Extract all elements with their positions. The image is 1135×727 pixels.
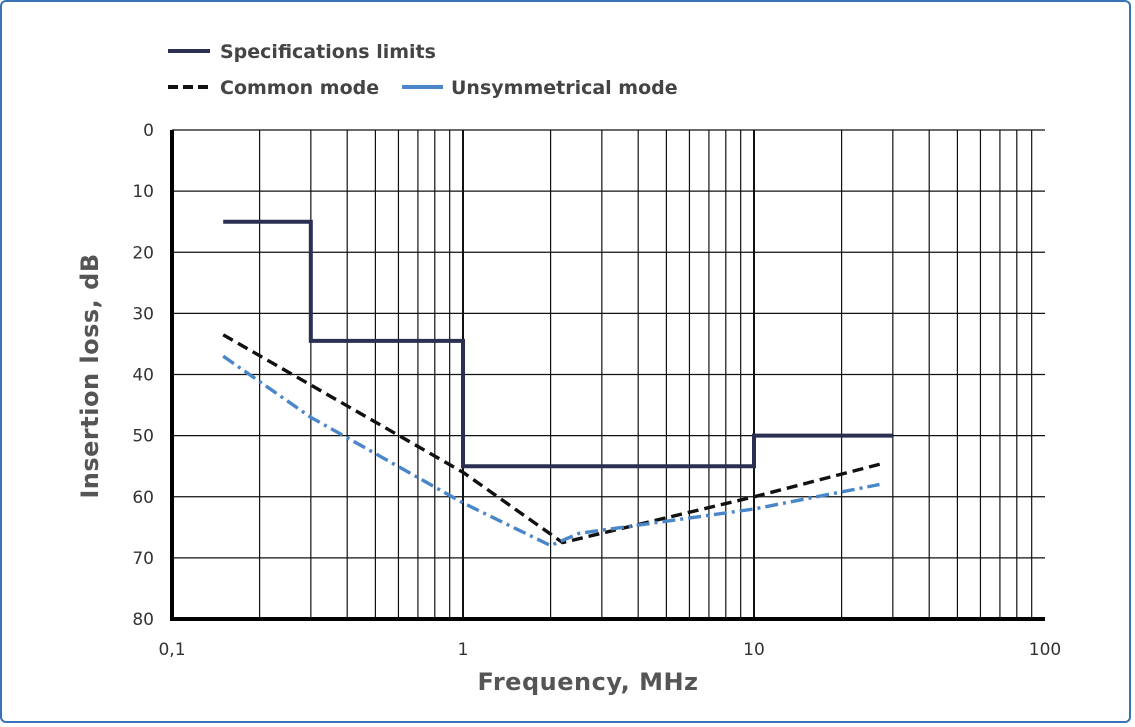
y-tick-label: 20 [132,243,154,263]
tick-labels: 0,1 1 10 100 0 10 20 30 40 50 60 70 80 [132,121,1061,660]
x-tick-label: 0,1 [158,640,185,660]
y-tick-label: 50 [132,427,154,447]
legend: Specifications limits Common mode Unsymm… [168,41,678,99]
y-axis-title: Insertion loss, dB [76,253,104,498]
y-tick-label: 30 [132,304,154,324]
legend-label-unsymmetrical-mode: Unsymmetrical mode [451,77,678,99]
y-tick-label: 70 [132,549,154,569]
x-tick-label: 10 [743,640,765,660]
axes [170,130,1045,621]
x-tick-label: 100 [1029,640,1061,660]
legend-label-common-mode: Common mode [220,77,379,99]
y-tick-label: 80 [132,610,154,630]
x-axis-title: Frequency, MHz [477,668,698,696]
y-tick-label: 40 [132,366,154,386]
series-layer [222,219,893,548]
x-tick-label: 1 [458,640,469,660]
legend-label-specifications-limits: Specifications limits [220,41,436,63]
series-line-unsymmetrical-mode [222,354,880,548]
y-tick-label: 0 [143,121,154,141]
grid [172,129,1045,619]
y-tick-label: 10 [132,182,154,202]
series-line-common-mode [222,333,885,545]
y-tick-label: 60 [132,488,154,508]
series-line-specifications-limits [223,219,893,469]
